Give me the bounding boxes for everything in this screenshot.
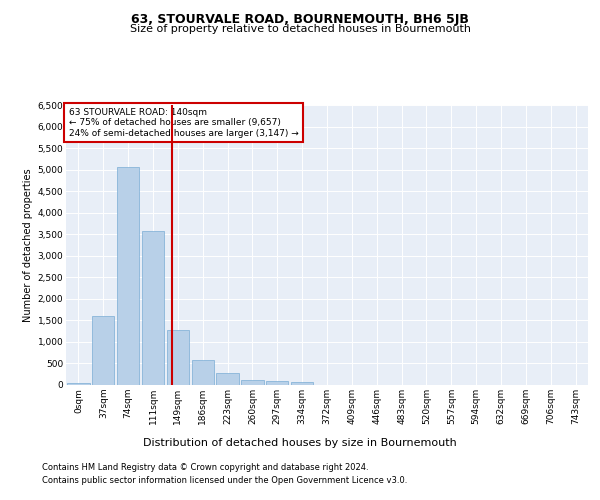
Bar <box>117 168 139 385</box>
Bar <box>291 382 313 385</box>
Text: Size of property relative to detached houses in Bournemouth: Size of property relative to detached ho… <box>130 24 470 34</box>
Bar <box>167 330 189 385</box>
Bar <box>241 380 263 385</box>
Bar <box>217 374 239 385</box>
Text: Distribution of detached houses by size in Bournemouth: Distribution of detached houses by size … <box>143 438 457 448</box>
Bar <box>67 383 89 385</box>
Text: Contains public sector information licensed under the Open Government Licence v3: Contains public sector information licen… <box>42 476 407 485</box>
Y-axis label: Number of detached properties: Number of detached properties <box>23 168 34 322</box>
Bar <box>142 231 164 385</box>
Bar <box>191 360 214 385</box>
Text: 63 STOURVALE ROAD: 140sqm
← 75% of detached houses are smaller (9,657)
24% of se: 63 STOURVALE ROAD: 140sqm ← 75% of detac… <box>68 108 298 138</box>
Bar <box>266 380 289 385</box>
Text: Contains HM Land Registry data © Crown copyright and database right 2024.: Contains HM Land Registry data © Crown c… <box>42 464 368 472</box>
Bar <box>92 316 115 385</box>
Text: 63, STOURVALE ROAD, BOURNEMOUTH, BH6 5JB: 63, STOURVALE ROAD, BOURNEMOUTH, BH6 5JB <box>131 12 469 26</box>
